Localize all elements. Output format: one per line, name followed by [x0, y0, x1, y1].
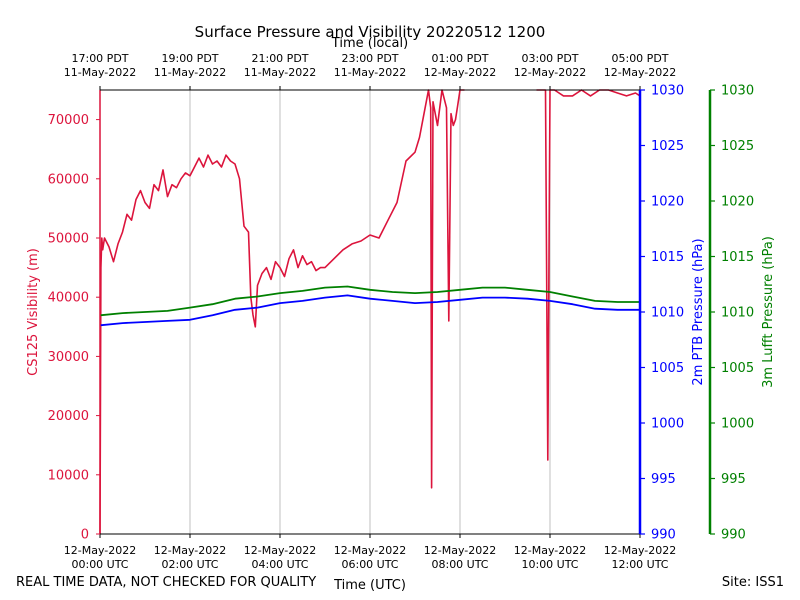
- y-tick-label-ptb: 1020: [651, 195, 684, 210]
- y-axis-label-ptb: 2m PTB Pressure (hPa): [691, 238, 706, 385]
- y-tick-label-visibility: 50000: [48, 232, 89, 247]
- top-axis-label: Time (local): [331, 36, 408, 51]
- y-axis-label-lufft: 3m Lufft Pressure (hPa): [761, 236, 776, 388]
- x-tick-label-bottom: 12-May-2022 10:00 UTC: [514, 544, 586, 571]
- series-line-2m-ptb-pressure: [99, 294, 640, 327]
- y-tick-label-lufft: 1030: [721, 84, 754, 99]
- y-tick-label-ptb: 990: [651, 528, 676, 543]
- site-label: Site: ISS1: [721, 575, 784, 590]
- y-tick-label-ptb: 995: [651, 472, 676, 487]
- y-tick-label-ptb: 1010: [651, 306, 684, 321]
- y-ticks-ptb: 990 995 1000 1005 1010 1015 1020 1025 1030: [640, 84, 684, 543]
- x-tick-label-bottom: 12-May-2022 02:00 UTC: [154, 544, 226, 571]
- y-ticks-lufft: 990 995 1000 1005 1010 1015 1020 1025 1030: [710, 84, 754, 543]
- axes-frame: [99, 89, 712, 535]
- y-tick-label-ptb: 1000: [651, 417, 684, 432]
- y-tick-label-visibility: 0: [81, 528, 89, 543]
- x-tick-label-bottom: 12-May-2022 00:00 UTC: [64, 544, 136, 571]
- grid-lines: [189, 90, 551, 534]
- x-axis-label: Time (UTC): [333, 578, 406, 593]
- y-tick-label-ptb: 1005: [651, 361, 684, 376]
- x-tick-label-top: 23:00 PDT 11-May-2022: [334, 52, 406, 79]
- y-tick-label-lufft: 1000: [721, 417, 754, 432]
- y-tick-label-lufft: 990: [721, 528, 746, 543]
- x-tick-label-bottom: 12-May-2022 06:00 UTC: [334, 544, 406, 571]
- x-tick-label-top: 05:00 PDT 12-May-2022: [604, 52, 676, 79]
- x-ticks-top: 17:00 PDT 11-May-2022 19:00 PDT 11-May-2022…: [64, 52, 676, 90]
- x-tick-label-bottom: 12-May-2022 12:00 UTC: [604, 544, 676, 571]
- quality-note: REAL TIME DATA, NOT CHECKED FOR QUALITY: [16, 575, 317, 590]
- y-tick-label-visibility: 30000: [48, 350, 89, 365]
- series-line-3m-lufft-pressure: [99, 285, 640, 317]
- chart-title: Surface Pressure and Visibility 20220512…: [195, 23, 546, 41]
- y-tick-label-visibility: 70000: [48, 113, 89, 128]
- x-tick-label-top: 03:00 PDT 12-May-2022: [514, 52, 586, 79]
- y-tick-label-visibility: 40000: [48, 291, 89, 306]
- y-tick-label-lufft: 1025: [721, 139, 754, 154]
- x-ticks-bottom: 12-May-2022 00:00 UTC 12-May-2022 02:00 UTC…: [64, 534, 676, 571]
- y-tick-label-visibility: 60000: [48, 172, 89, 187]
- y-tick-label-visibility: 10000: [48, 468, 89, 483]
- x-tick-label-bottom: 12-May-2022 04:00 UTC: [244, 544, 316, 571]
- y-tick-label-lufft: 1015: [721, 250, 754, 265]
- x-tick-label-top: 01:00 PDT 12-May-2022: [424, 52, 496, 79]
- x-tick-label-top: 19:00 PDT 11-May-2022: [154, 52, 226, 79]
- y-tick-label-visibility: 20000: [48, 409, 89, 424]
- plot-series: [99, 89, 641, 535]
- y-tick-label-lufft: 1020: [721, 195, 754, 210]
- y-tick-label-ptb: 1015: [651, 250, 684, 265]
- x-tick-label-bottom: 12-May-2022 08:00 UTC: [424, 544, 496, 571]
- y-tick-label-ptb: 1030: [651, 84, 684, 99]
- y-ticks-visibility: 0 10000 20000 30000 40000 50000 60000 70000: [48, 113, 100, 543]
- x-tick-label-top: 17:00 PDT 11-May-2022: [64, 52, 136, 79]
- y-axis-label-visibility: CS125 Visibility (m): [26, 248, 41, 376]
- y-tick-label-lufft: 995: [721, 472, 746, 487]
- y-tick-label-lufft: 1010: [721, 306, 754, 321]
- y-tick-label-lufft: 1005: [721, 361, 754, 376]
- x-tick-label-top: 21:00 PDT 11-May-2022: [244, 52, 316, 79]
- y-tick-label-ptb: 1025: [651, 139, 684, 154]
